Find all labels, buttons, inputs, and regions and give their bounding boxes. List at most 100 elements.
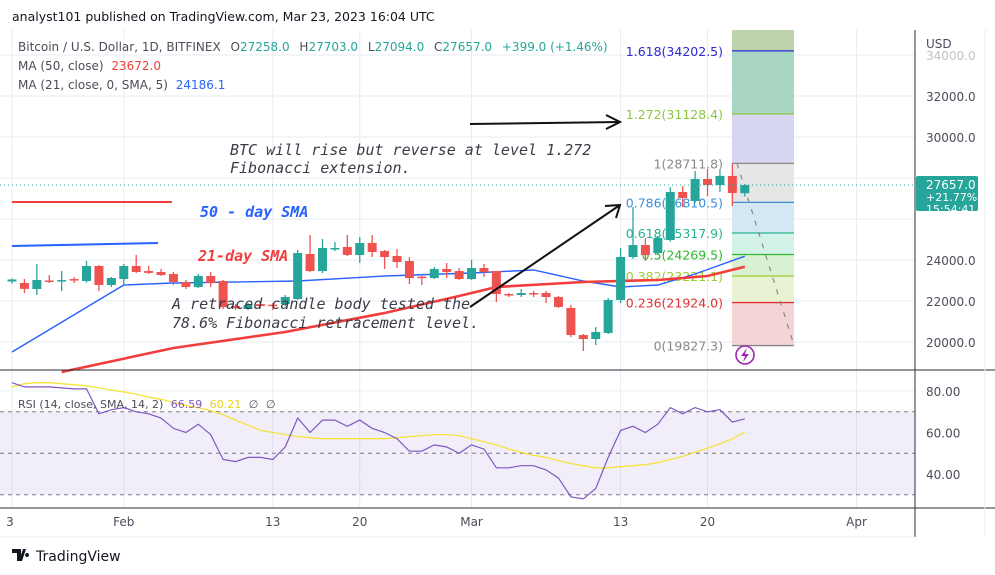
fib-level-label: 0.236(21924.0) [626, 296, 723, 311]
candle-body [168, 274, 178, 282]
candle-body [32, 280, 42, 290]
time-tick-label: 3 [6, 515, 14, 529]
legend-ma50[interactable]: MA (50, close) 23672.0 [18, 59, 161, 73]
fib-zone-fill [732, 113, 794, 164]
candle-down [156, 269, 166, 276]
candle-body [7, 279, 17, 282]
candle-body [529, 293, 539, 295]
candle-down [678, 185, 688, 208]
candle-body [318, 248, 327, 272]
candle-body [491, 271, 501, 295]
candle-body [342, 247, 352, 255]
legend-ma21[interactable]: MA (21, close, 0, SMA, 5) 24186.1 [18, 78, 225, 92]
candle-body [417, 276, 427, 279]
price-tick-label: 30000.0 [926, 131, 976, 145]
sma21-marker-line[interactable] [11, 242, 159, 247]
candle-body [516, 293, 526, 295]
candle-up [82, 261, 92, 283]
rsi-pane [0, 382, 915, 500]
time-tick-label: 13 [613, 515, 628, 529]
tradingview-brand: TradingView [35, 549, 121, 565]
candle-up [32, 263, 42, 295]
candle-down [529, 290, 539, 298]
candle-body [44, 280, 54, 282]
arrow-rise[interactable] [469, 203, 622, 308]
candle-body [206, 275, 216, 284]
fibonacci-extension-tool[interactable]: 1.618(34202.5) 1.272(31128.4) 1(28711.8) 0.… [626, 30, 795, 354]
arrow-to-1272[interactable] [469, 114, 623, 130]
candle-body [467, 267, 477, 280]
candle-down [578, 334, 588, 352]
tradingview-logo[interactable]: TradingView [12, 549, 121, 565]
candle-down [479, 263, 489, 278]
candle-down [144, 266, 154, 275]
candle-body [305, 253, 315, 272]
candle-body [392, 256, 402, 263]
candle-body [591, 331, 601, 340]
candle-body [94, 266, 104, 286]
candle-body [193, 275, 203, 287]
candle-up [318, 239, 327, 273]
fib-level-label: 1.618(34202.5) [626, 44, 723, 59]
candle-body [293, 253, 303, 299]
candle-body [578, 335, 588, 340]
candle-down [305, 234, 315, 272]
ma21-line [11, 255, 746, 353]
currency-label[interactable]: USD [926, 37, 952, 51]
fib-level-label: 0(19827.3) [654, 339, 723, 354]
rsi-tick-label: 80.00 [926, 385, 960, 399]
candle-down [94, 265, 104, 291]
candle-body [678, 192, 688, 199]
candle-down [69, 277, 79, 283]
rsi-legend[interactable]: RSI (14, close, SMA, 14, 2) 66.59 60.21 … [18, 398, 275, 411]
price-tick-label: 22000.0 [926, 295, 976, 309]
candle-up [280, 294, 290, 307]
annotation-50-day-sma: 50 - day SMA [200, 203, 308, 221]
legend-symbol[interactable]: Bitcoin / U.S. Dollar, 1D, BITFINEX O272… [18, 40, 608, 54]
close-value: 27657.0 [442, 40, 492, 54]
candle-body [218, 281, 228, 308]
ma50-line [61, 265, 746, 374]
rsi-sma-value: 60.21 [210, 398, 242, 411]
candle-up [603, 298, 613, 335]
candle-down [454, 267, 464, 281]
candle-body [243, 304, 253, 309]
ma50-label: MA (50, close) [18, 59, 104, 73]
time-tick-label: Feb [113, 515, 134, 529]
fib-zone-fill [732, 30, 794, 51]
last-price: 27657.0 [926, 178, 976, 192]
candle-body [703, 179, 713, 185]
price-tick-label: 20000.0 [926, 336, 976, 350]
price-tick-label: 24000.0 [926, 254, 976, 268]
annotation-retrace-line1: A retraced candle body tested the [171, 295, 470, 313]
lightning-icon[interactable] [735, 345, 755, 365]
candle-down [206, 271, 216, 287]
candle-down [404, 257, 414, 284]
candle-down [367, 234, 377, 258]
candle-body [504, 294, 514, 296]
candle-body [69, 279, 79, 281]
candle-up [119, 263, 129, 287]
high-value: 27703.0 [308, 40, 358, 54]
rsi-na-2: ∅ [266, 398, 276, 411]
change-value: +399.0 (+1.46%) [502, 40, 608, 54]
time-tick-label: Apr [846, 515, 867, 529]
candle-body [380, 250, 390, 258]
candle-down [442, 263, 452, 278]
fib-level-label: 1(28711.8) [654, 156, 723, 171]
countdown: 15:54:41 [926, 203, 975, 216]
candle-up [715, 170, 725, 192]
candle-up [740, 184, 750, 197]
candle-down [417, 275, 427, 286]
candle-body [367, 242, 377, 253]
candle-body [479, 267, 489, 272]
price-tick-label: 32000.0 [926, 90, 976, 104]
candle-body [541, 293, 551, 298]
candle-up [243, 303, 253, 311]
candle-down [255, 302, 265, 308]
candle-down [168, 271, 178, 286]
candle-body [727, 175, 737, 193]
rsi-line [11, 382, 745, 500]
candle-body [553, 297, 563, 308]
